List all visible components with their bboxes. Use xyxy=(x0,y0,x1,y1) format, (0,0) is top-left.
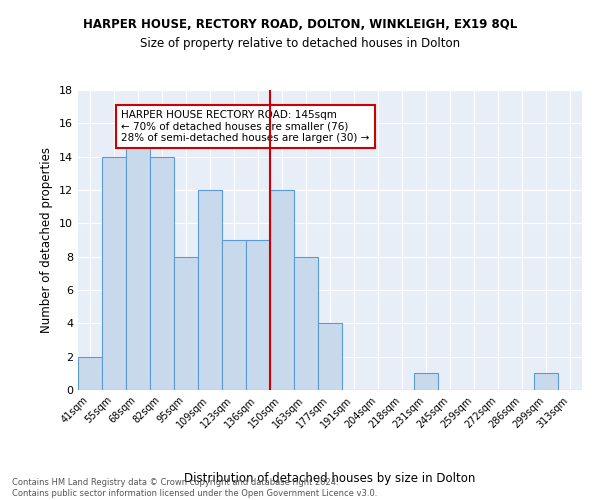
Bar xyxy=(414,374,438,390)
Bar xyxy=(270,190,294,390)
Text: Contains HM Land Registry data © Crown copyright and database right 2024.
Contai: Contains HM Land Registry data © Crown c… xyxy=(12,478,377,498)
Bar xyxy=(102,156,126,390)
Bar xyxy=(534,374,558,390)
Text: HARPER HOUSE, RECTORY ROAD, DOLTON, WINKLEIGH, EX19 8QL: HARPER HOUSE, RECTORY ROAD, DOLTON, WINK… xyxy=(83,18,517,30)
Bar xyxy=(126,140,150,390)
Bar xyxy=(150,156,174,390)
X-axis label: Distribution of detached houses by size in Dolton: Distribution of detached houses by size … xyxy=(184,472,476,484)
Bar xyxy=(78,356,102,390)
Bar xyxy=(246,240,270,390)
Bar xyxy=(198,190,222,390)
Text: Size of property relative to detached houses in Dolton: Size of property relative to detached ho… xyxy=(140,38,460,51)
Bar xyxy=(174,256,198,390)
Bar xyxy=(294,256,318,390)
Bar xyxy=(222,240,246,390)
Text: HARPER HOUSE RECTORY ROAD: 145sqm
← 70% of detached houses are smaller (76)
28% : HARPER HOUSE RECTORY ROAD: 145sqm ← 70% … xyxy=(121,110,370,143)
Y-axis label: Number of detached properties: Number of detached properties xyxy=(40,147,53,333)
Bar xyxy=(318,324,342,390)
